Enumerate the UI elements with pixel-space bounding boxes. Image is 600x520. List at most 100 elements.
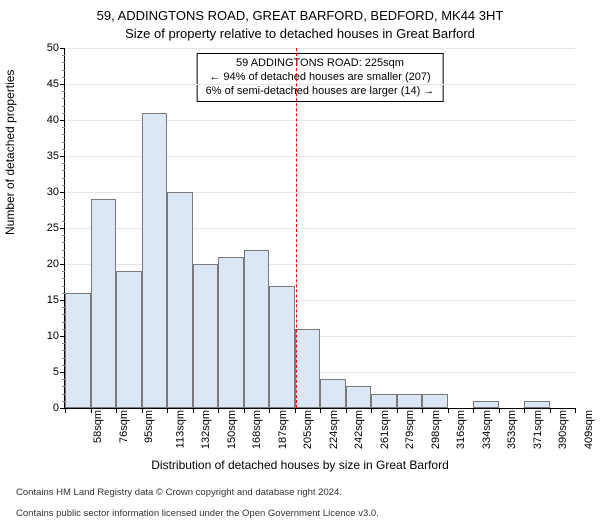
annotation-line-1: 59 ADDINGTONS ROAD: 225sqm [206, 57, 435, 71]
chart-title-sub: Size of property relative to detached ho… [0, 26, 600, 41]
ytick-minor [62, 185, 65, 186]
y-axis-label: Number of detached properties [3, 70, 17, 235]
ytick-minor [62, 55, 65, 56]
ytick-minor [62, 106, 65, 107]
ytick-label: 20 [47, 258, 65, 270]
ytick-minor [62, 199, 65, 200]
ytick-minor [62, 286, 65, 287]
xtick-label: 224sqm [328, 410, 340, 449]
annotation-line-3: 6% of semi-detached houses are larger (1… [206, 85, 435, 99]
histogram-bar [244, 250, 270, 408]
xtick-mark [116, 408, 117, 413]
xtick-label: 58sqm [92, 410, 104, 443]
ytick-minor [62, 163, 65, 164]
xtick-mark [65, 408, 66, 413]
histogram-bar [142, 113, 168, 408]
ytick-minor [62, 242, 65, 243]
xtick-label: 353sqm [506, 410, 518, 449]
histogram-bar [116, 271, 142, 408]
histogram-bar [193, 264, 219, 408]
histogram-bar [167, 192, 193, 408]
ytick-minor [62, 235, 65, 236]
ytick-minor [62, 134, 65, 135]
histogram-bar [320, 379, 346, 408]
xtick-mark [142, 408, 143, 413]
ytick-label: 50 [47, 42, 65, 54]
ytick-minor [62, 206, 65, 207]
ytick-minor [62, 149, 65, 150]
xtick-mark [346, 408, 347, 413]
ytick-minor [62, 70, 65, 71]
xtick-label: 168sqm [251, 410, 263, 449]
xtick-mark [524, 408, 525, 413]
xtick-mark [269, 408, 270, 413]
xtick-label: 279sqm [404, 410, 416, 449]
xtick-mark [422, 408, 423, 413]
xtick-mark [91, 408, 92, 413]
xtick-label: 261sqm [379, 410, 391, 449]
xtick-mark [295, 408, 296, 413]
xtick-label: 95sqm [143, 410, 155, 443]
xtick-mark [167, 408, 168, 413]
xtick-label: 298sqm [430, 410, 442, 449]
gridline [65, 84, 575, 85]
histogram-bar [295, 329, 321, 408]
ytick-minor [62, 62, 65, 63]
xtick-mark [575, 408, 576, 413]
ytick-minor [62, 271, 65, 272]
histogram-bar [524, 401, 550, 408]
ytick-label: 45 [47, 78, 65, 90]
xtick-mark [397, 408, 398, 413]
xtick-mark [448, 408, 449, 413]
ytick-label: 35 [47, 150, 65, 162]
ytick-minor [62, 221, 65, 222]
ytick-minor [62, 170, 65, 171]
xtick-label: 150sqm [226, 410, 238, 449]
xtick-mark [499, 408, 500, 413]
ytick-minor [62, 250, 65, 251]
xtick-label: 371sqm [532, 410, 544, 449]
xtick-label: 242sqm [353, 410, 365, 449]
ytick-minor [62, 214, 65, 215]
xtick-label: 76sqm [118, 410, 130, 443]
histogram-bar [346, 386, 372, 408]
annotation-line-2: ← 94% of detached houses are smaller (20… [206, 71, 435, 85]
xtick-mark [218, 408, 219, 413]
xtick-label: 187sqm [277, 410, 289, 449]
xtick-label: 409sqm [583, 410, 595, 449]
ytick-label: 30 [47, 186, 65, 198]
histogram-bar [397, 394, 423, 408]
xtick-label: 390sqm [557, 410, 569, 449]
histogram-bar [65, 293, 91, 408]
ytick-minor [62, 257, 65, 258]
xtick-mark [244, 408, 245, 413]
histogram-figure: 59, ADDINGTONS ROAD, GREAT BARFORD, BEDF… [0, 0, 600, 500]
histogram-bar [269, 286, 295, 408]
histogram-bar [91, 199, 117, 408]
xtick-mark [320, 408, 321, 413]
histogram-bar [473, 401, 499, 408]
xtick-label: 113sqm [174, 410, 186, 448]
ytick-label: 0 [53, 402, 65, 414]
ytick-minor [62, 91, 65, 92]
ytick-label: 10 [47, 330, 65, 342]
footer-attribution: Contains HM Land Registry data © Crown c… [16, 478, 379, 520]
annotation-box: 59 ADDINGTONS ROAD: 225sqm ← 94% of deta… [197, 53, 444, 102]
ytick-label: 40 [47, 114, 65, 126]
histogram-bar [371, 394, 397, 408]
xtick-mark [193, 408, 194, 413]
chart-title-main: 59, ADDINGTONS ROAD, GREAT BARFORD, BEDF… [0, 8, 600, 23]
xtick-label: 316sqm [455, 410, 467, 449]
histogram-bar [218, 257, 244, 408]
xtick-mark [550, 408, 551, 413]
ytick-label: 15 [47, 294, 65, 306]
ytick-minor [62, 127, 65, 128]
ytick-minor [62, 77, 65, 78]
x-axis-label: Distribution of detached houses by size … [0, 458, 600, 472]
ytick-label: 5 [53, 366, 65, 378]
xtick-mark [371, 408, 372, 413]
gridline [65, 48, 575, 49]
xtick-label: 205sqm [302, 410, 314, 449]
ytick-minor [62, 142, 65, 143]
histogram-bar [422, 394, 448, 408]
